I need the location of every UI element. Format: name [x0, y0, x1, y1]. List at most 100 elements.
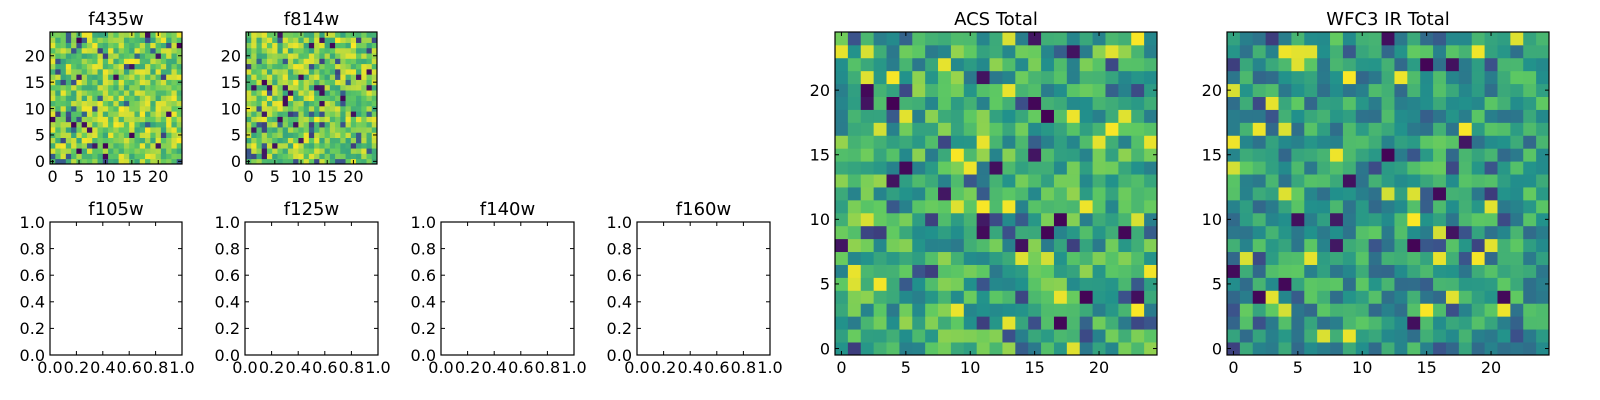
heatmap-cell — [171, 100, 178, 107]
subplot-title: f125w — [284, 199, 339, 220]
heatmap-cell — [1252, 32, 1267, 46]
heatmap-cell — [108, 90, 114, 96]
heatmap-cell — [1523, 187, 1537, 201]
heatmap-cell — [1355, 70, 1370, 85]
heatmap-cell — [60, 95, 67, 102]
heatmap-cell — [1445, 251, 1460, 265]
subplot-title: f160w — [676, 199, 731, 220]
heatmap-cell — [1433, 238, 1447, 253]
heatmap-cell — [329, 105, 336, 112]
heatmap-cell — [1227, 174, 1241, 188]
heatmap-cell — [123, 153, 130, 160]
heatmap-cell — [108, 132, 114, 138]
heatmap-cell — [1330, 212, 1344, 227]
heatmap-cell — [1278, 212, 1292, 227]
heatmap-cell — [314, 95, 320, 102]
heatmap-cell — [963, 161, 978, 175]
heatmap-cell — [166, 58, 172, 65]
heatmap-cell — [1278, 238, 1292, 253]
heatmap-cell — [1278, 342, 1292, 356]
heatmap-cell — [860, 44, 875, 59]
heatmap-cell — [129, 90, 135, 96]
heatmap-cell — [1484, 199, 1498, 214]
heatmap-cell — [1131, 329, 1145, 343]
heatmap-cell — [113, 37, 120, 43]
heatmap-cell — [976, 83, 990, 97]
heatmap-cell — [246, 127, 252, 133]
heatmap-cell — [1118, 161, 1132, 175]
heatmap-cell — [1131, 277, 1145, 291]
heatmap-cell — [1497, 342, 1511, 356]
heatmap-cell — [118, 132, 125, 138]
heatmap-cell — [963, 70, 978, 85]
heatmap-cell — [123, 127, 130, 133]
heatmap-cell — [1536, 70, 1550, 85]
heatmap-cell — [847, 199, 862, 214]
heatmap-cell — [145, 42, 151, 49]
heatmap-cell — [1092, 83, 1106, 97]
heatmap-cell — [1445, 199, 1460, 214]
heatmap-cell — [1015, 96, 1029, 110]
heatmap-cell — [166, 74, 172, 80]
heatmap-cell — [1342, 135, 1357, 149]
heatmap-cell — [113, 84, 120, 91]
heatmap-cell — [1420, 32, 1434, 46]
heatmap-cell — [324, 116, 331, 123]
heatmap-cell — [847, 148, 862, 162]
heatmap-cell — [319, 95, 325, 102]
heatmap-cell — [950, 199, 965, 214]
heatmap-cell — [886, 303, 900, 317]
heatmap-cell — [340, 142, 346, 149]
heatmap-cell — [118, 116, 125, 123]
heatmap-cell — [1053, 199, 1068, 214]
heatmap-cell — [329, 37, 336, 43]
heatmap-cell — [1131, 187, 1145, 201]
heatmap-cell — [314, 127, 320, 133]
heatmap-cell — [1433, 199, 1447, 214]
heatmap-cell — [1278, 44, 1292, 59]
heatmap-cell — [155, 68, 162, 75]
heatmap-cell — [989, 135, 1003, 149]
heatmap-cell — [108, 127, 114, 133]
heatmap-cell — [176, 90, 183, 96]
heatmap-cell — [1079, 342, 1093, 356]
heatmap-cell — [166, 111, 172, 117]
heatmap-cell — [345, 132, 352, 138]
heatmap-cell — [1053, 329, 1068, 343]
heatmap-cell — [1252, 83, 1267, 97]
heatmap-cell — [251, 84, 257, 91]
heatmap-cell — [1420, 83, 1434, 97]
heatmap-cell — [324, 95, 331, 102]
heatmap-cell — [308, 37, 315, 43]
heatmap-cell — [835, 238, 849, 253]
heatmap-cell — [886, 238, 900, 253]
heatmap-cell — [298, 142, 305, 149]
y-tick-label: 0.0 — [20, 346, 45, 365]
heatmap-cell — [1131, 83, 1145, 97]
heatmap-cell — [86, 37, 93, 43]
y-tick-label: 0.8 — [215, 239, 240, 258]
heatmap-cell — [1118, 83, 1132, 97]
heatmap-cell — [1523, 148, 1537, 162]
heatmap-cell — [835, 122, 849, 136]
heatmap-cell — [1239, 148, 1254, 162]
heatmap-cell — [266, 53, 273, 59]
heatmap-cell — [1536, 342, 1550, 356]
heatmap-cell — [50, 153, 56, 160]
heatmap-cell — [102, 84, 109, 91]
heatmap-cell — [335, 158, 341, 165]
heatmap-cell — [277, 63, 284, 70]
heatmap-cell — [1342, 251, 1357, 265]
heatmap-cell — [371, 63, 378, 70]
heatmap-cell — [1420, 135, 1434, 149]
heatmap-cell — [361, 142, 367, 149]
heatmap-cell — [71, 158, 77, 165]
heatmap-cell — [303, 100, 310, 107]
heatmap-cell — [1407, 329, 1421, 343]
heatmap-cell — [1420, 174, 1434, 188]
heatmap-cell — [1291, 225, 1305, 240]
heatmap-cell — [1433, 225, 1447, 240]
heatmap-cell — [1092, 32, 1106, 46]
heatmap-cell — [160, 111, 167, 117]
heatmap-cell — [272, 137, 278, 144]
